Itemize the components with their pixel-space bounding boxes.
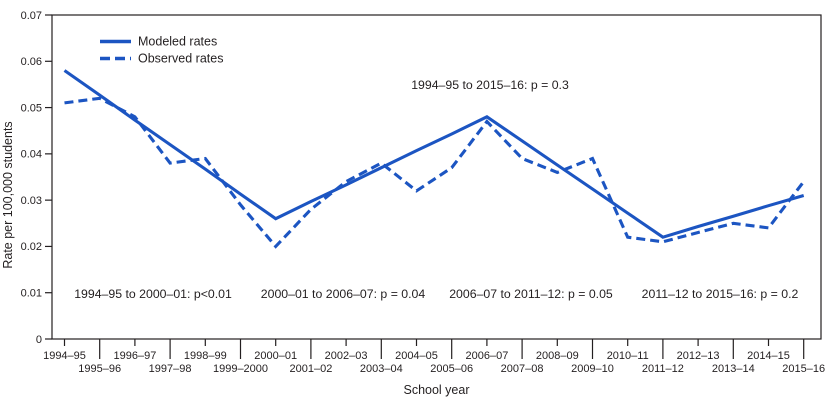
x-tick-label: 2005–06	[430, 363, 473, 375]
y-tick-label: 0.03	[21, 195, 42, 207]
x-tick-label: 2001–02	[289, 363, 332, 375]
x-tick-label: 2009–10	[571, 363, 614, 375]
x-tick-label: 2003–04	[360, 363, 403, 375]
x-tick-label: 2008–09	[536, 350, 579, 362]
pvalue-annotation: 2000–01 to 2006–07: p = 0.04	[261, 287, 426, 301]
legend-label: Observed rates	[138, 52, 223, 66]
y-tick-label: 0.06	[21, 56, 42, 68]
plot-border	[51, 14, 822, 340]
x-tick-label: 1999–2000	[213, 363, 268, 375]
y-tick-label: 0.02	[21, 241, 42, 253]
y-tick-label: 0.07	[21, 10, 42, 22]
x-tick-label: 2014–15	[747, 350, 790, 362]
y-tick-label: 0.05	[21, 102, 42, 114]
modeled-rates-line	[63, 69, 805, 239]
observed-rates-line	[64, 96, 805, 249]
y-tick-label: 0.01	[21, 288, 42, 300]
pvalue-annotation: 2006–07 to 2011–12: p = 0.05	[449, 287, 613, 301]
x-axis-title: School year	[403, 383, 469, 397]
y-axis-title: Rate per 100,000 students	[1, 121, 15, 268]
x-tick-label: 2004–05	[395, 350, 438, 362]
x-tick-label: 1997–98	[149, 363, 192, 375]
x-tick-label: 2000–01	[254, 350, 297, 362]
x-tick-label: 2006–07	[465, 350, 508, 362]
x-tick-label: 1996–97	[113, 350, 156, 362]
x-tick-label: 2010–11	[607, 350, 649, 362]
pvalue-annotation: 2011–12 to 2015–16: p = 0.2	[642, 287, 799, 301]
x-tick-label: 2002–03	[325, 350, 368, 362]
x-tick-label: 1995–96	[78, 363, 121, 375]
x-tick-label: 2012–13	[677, 350, 720, 362]
pvalue-annotation: 1994–95 to 2000–01: p<0.01	[74, 287, 232, 301]
legend-label: Modeled rates	[138, 35, 217, 49]
x-tick-label: 2013–14	[712, 363, 755, 375]
x-tick-label: 1994–95	[43, 350, 86, 362]
y-tick-label: 0.04	[21, 149, 42, 161]
pvalue-annotation: 1994–95 to 2015–16: p = 0.3	[411, 78, 569, 92]
y-tick-label: 0	[36, 334, 42, 346]
x-tick-label: 2011–12	[642, 363, 684, 375]
x-tick-label: 2015–16	[782, 363, 825, 375]
x-tick-label: 2007–08	[501, 363, 544, 375]
x-tick-label: 1998–99	[184, 350, 227, 362]
